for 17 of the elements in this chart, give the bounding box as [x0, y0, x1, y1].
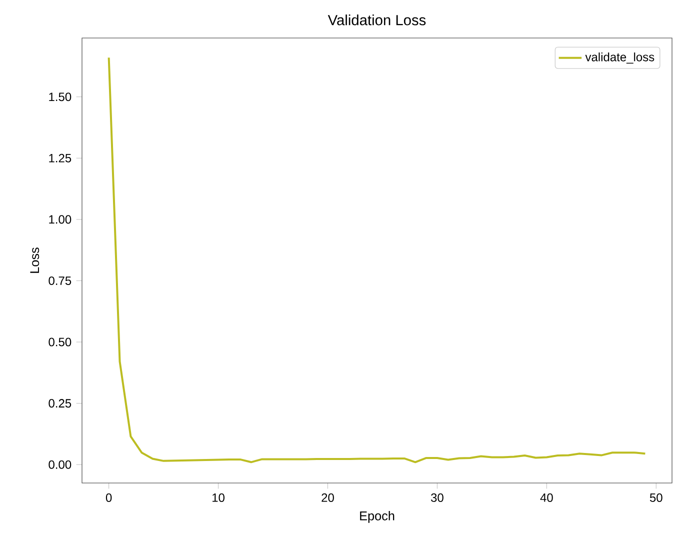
- x-tick-label: 50: [650, 493, 662, 502]
- y-tick-label: 0.75: [48, 276, 72, 285]
- x-tick-label: 20: [322, 493, 334, 502]
- x-tick-label: 40: [540, 493, 553, 502]
- y-tick-label: 0.00: [48, 460, 72, 469]
- y-tick-label: 1.50: [49, 92, 72, 102]
- y-axis-title: Loss: [30, 248, 40, 273]
- x-tick-label: 10: [212, 493, 224, 502]
- y-tick-label: 0.25: [48, 399, 72, 408]
- x-tick-label: 0: [106, 493, 112, 502]
- chart-title: Validation Loss: [328, 14, 426, 26]
- x-axis-title: Epoch: [360, 511, 394, 523]
- y-tick-label: 1.00: [49, 215, 72, 224]
- y-tick-label: 0.50: [48, 338, 72, 346]
- y-tick-label: 1.25: [49, 154, 72, 162]
- legend-label: validate_loss: [585, 52, 654, 64]
- x-tick-label: 30: [430, 493, 444, 502]
